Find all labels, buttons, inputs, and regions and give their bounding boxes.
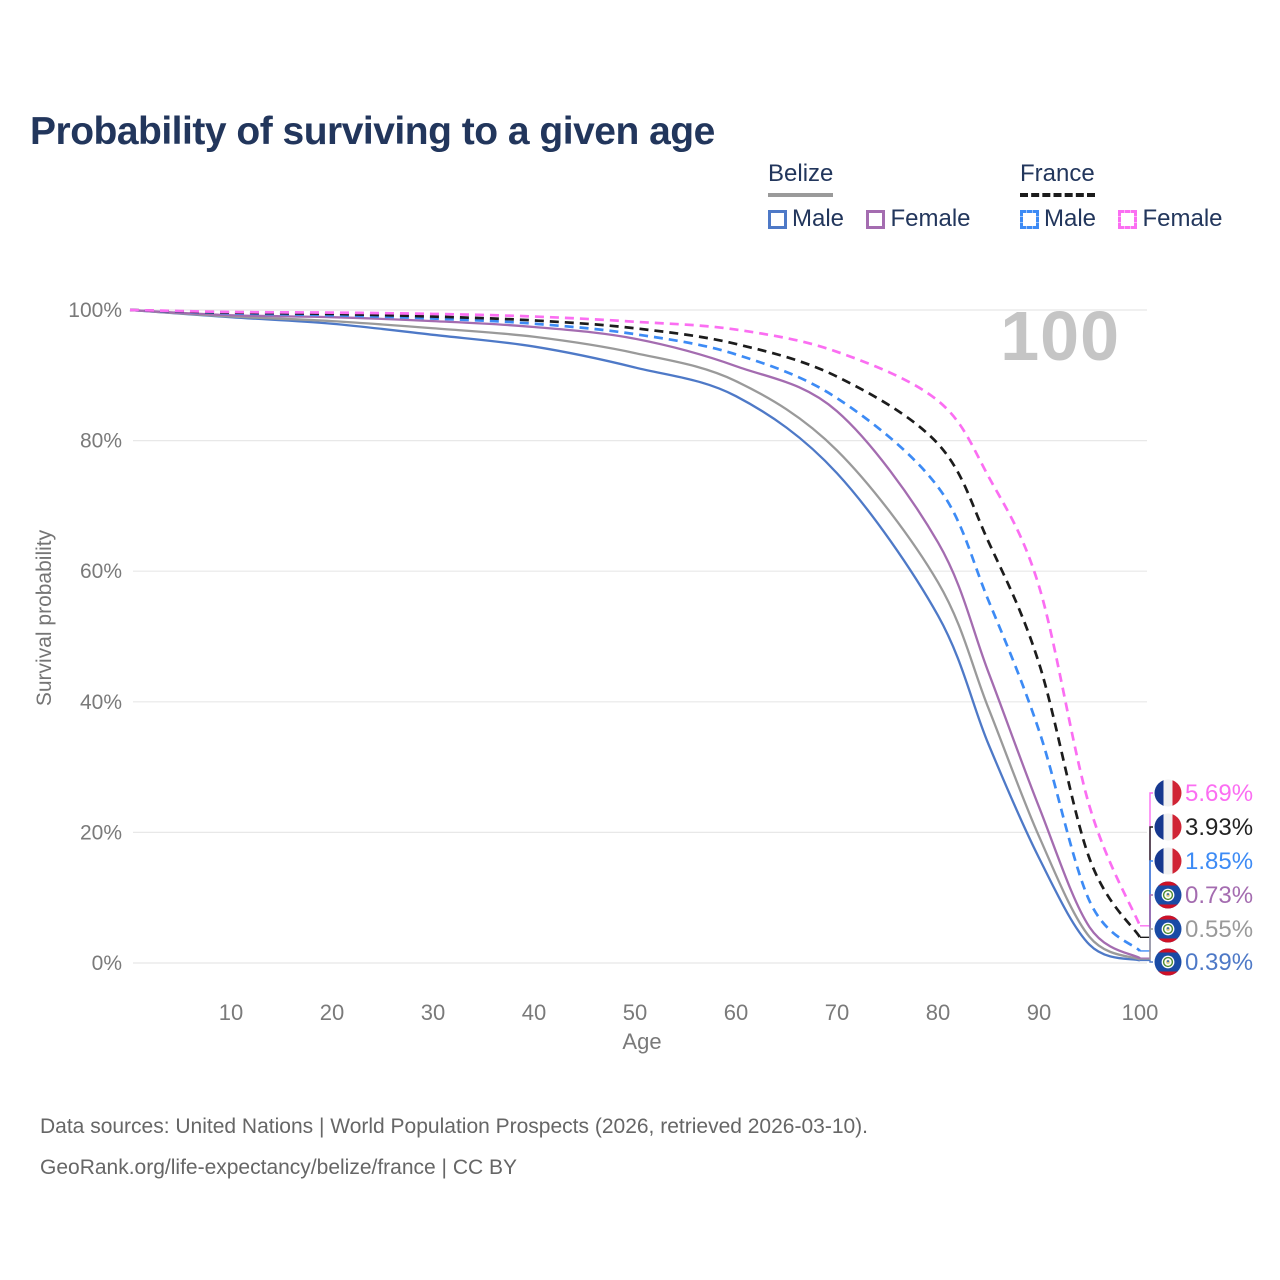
legend-item-france-male[interactable]: Male [1020,205,1096,233]
end-value-label-france-both-sexes: 3.93% [1185,814,1253,841]
belize-flag-icon [1154,948,1182,976]
belize-flag-icon [1154,881,1182,909]
label-connector [1140,928,1153,961]
y-tick-label: 40% [80,691,122,714]
curve-belize-both-sexes[interactable] [129,308,1141,961]
x-tick-label: 100 [1122,1000,1159,1025]
legend: Belize Male Female France Male Female [0,160,1280,250]
footer-attribution[interactable]: GeoRank.org/life-expectancy/belize/franc… [40,1156,518,1179]
label-connector [1140,894,1153,959]
x-tick-label: 20 [320,1000,344,1025]
legend-item-label: Male [792,205,845,232]
label-connector [1140,826,1153,939]
x-tick-label: 70 [825,1000,849,1025]
end-value-label-belize-both-sexes: 0.55% [1185,916,1253,943]
france-flag-icon [1154,847,1182,875]
curve-belize-female[interactable] [129,308,1141,960]
y-tick-label: 60% [80,560,122,583]
y-tick-label: 20% [80,821,122,844]
curve-france-both-sexes[interactable] [129,308,1142,939]
legend-country-france[interactable]: France [1020,160,1095,197]
legend-item-label: Male [1044,205,1097,232]
end-value-label-belize-female: 0.73% [1185,882,1253,909]
end-value-label-belize-male: 0.39% [1185,949,1253,976]
legend-item-label: Female [1142,205,1223,232]
legend-group-belize: Belize Male Female [768,160,989,234]
x-tick-label: 60 [724,1000,748,1025]
end-value-label-france-female: 5.69% [1185,780,1253,807]
curve-belize-male[interactable] [129,308,1141,962]
label-connector [1140,792,1153,927]
y-tick-label: 80% [80,430,122,453]
page-title: Probability of surviving to a given age [30,110,715,154]
france-flag-icon [1154,813,1182,841]
x-axis-title: Age [622,1029,661,1054]
belize-flag-icon [1154,915,1182,943]
legend-country-belize[interactable]: Belize [768,160,834,197]
legend-item-france-female[interactable]: Female [1118,205,1223,233]
x-tick-label: 50 [623,1000,647,1025]
x-tick-label: 10 [219,1000,243,1025]
footer: Data sources: United Nations | World Pop… [40,1106,868,1188]
france-female-swatch-icon [1118,209,1138,229]
legend-item-label: Female [890,205,971,232]
france-male-swatch-icon [1020,209,1039,229]
y-tick-label: 0% [92,952,122,975]
x-tick-label: 80 [926,1000,950,1025]
belize-male-swatch-icon [768,209,787,229]
belize-female-swatch-icon [866,209,886,229]
x-tick-label: 30 [421,1000,445,1025]
legend-item-belize-female[interactable]: Female [866,205,971,233]
end-value-label-france-male: 1.85% [1185,848,1253,875]
footer-data-sources: Data sources: United Nations | World Pop… [40,1115,869,1138]
x-tick-label: 40 [522,1000,546,1025]
legend-group-france: France Male Female [1020,160,1241,234]
x-tick-label: 90 [1027,1000,1051,1025]
label-connector [1140,959,1153,963]
y-tick-label: 100% [68,299,122,322]
curve-france-male[interactable] [129,308,1141,952]
legend-item-belize-male[interactable]: Male [768,205,844,233]
curve-france-female[interactable] [129,308,1142,927]
survival-chart: 0% 20% 40% 60% 80% 100% 10 20 30 40 50 60 70 80 90 100 A… [68,299,1253,1054]
france-flag-icon [1154,779,1182,807]
